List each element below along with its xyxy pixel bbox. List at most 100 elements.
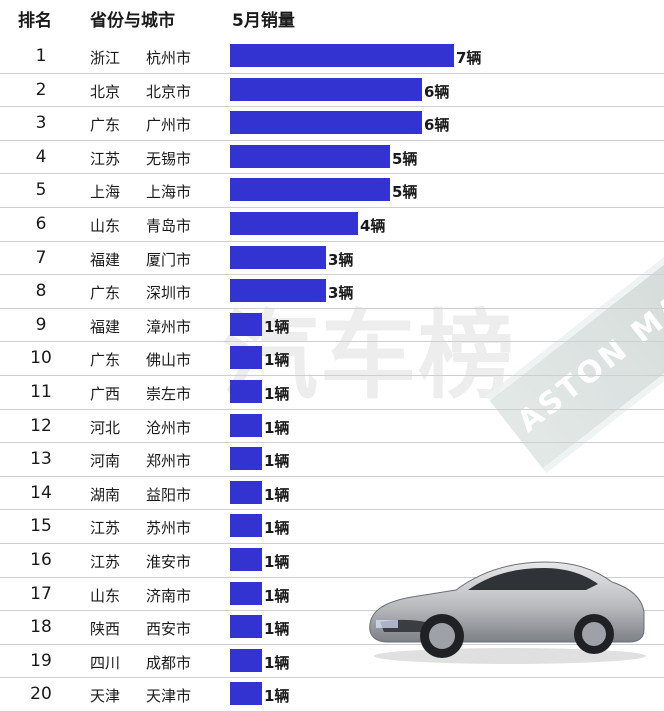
sales-bar: [230, 178, 390, 202]
table-row: 17 山东 济南市 1辆: [0, 578, 664, 612]
province-cell: 广东: [90, 116, 121, 135]
sales-value-label: 4辆: [360, 216, 386, 235]
sales-bar: [230, 514, 262, 538]
table-row: 9 福建 漳州市 1辆: [0, 309, 664, 343]
city-cell: 西安市: [146, 620, 192, 639]
rank-cell: 17: [30, 583, 52, 604]
sales-value-label: 3辆: [328, 284, 354, 303]
province-cell: 广东: [90, 284, 121, 303]
sales-bar: [230, 682, 262, 706]
city-cell: 益阳市: [146, 485, 192, 504]
province-cell: 福建: [90, 250, 121, 269]
sales-bar: [230, 44, 454, 67]
sales-bar: [230, 312, 262, 336]
sales-value-label: 1辆: [264, 620, 290, 639]
province-cell: 河南: [90, 452, 121, 471]
table-row: 19 四川 成都市 1辆: [0, 645, 664, 679]
city-cell: 漳州市: [146, 317, 192, 336]
rank-cell: 6: [35, 213, 47, 234]
table-row: 6 山东 青岛市 4辆: [0, 208, 664, 242]
table-row: 12 河北 沧州市 1辆: [0, 410, 664, 444]
rank-cell: 9: [35, 314, 47, 335]
sales-bar: [230, 480, 262, 504]
table-row: 13 河南 郑州市 1辆: [0, 443, 664, 477]
rank-cell: 7: [35, 247, 47, 268]
rank-cell: 12: [30, 415, 52, 436]
sales-bar: [230, 111, 422, 135]
province-cell: 广西: [90, 384, 121, 403]
sales-bar: [230, 144, 390, 168]
sales-bar: [230, 77, 422, 101]
city-cell: 无锡市: [146, 149, 192, 168]
province-cell: 陕西: [90, 620, 121, 639]
sales-bar: [230, 615, 262, 639]
table-row: 5 上海 上海市 5辆: [0, 174, 664, 208]
sales-value-label: 1辆: [264, 653, 290, 672]
table-row: 14 湖南 益阳市 1辆: [0, 477, 664, 511]
sales-value-label: 1辆: [264, 519, 290, 538]
rank-cell: 10: [30, 348, 52, 369]
province-cell: 广东: [90, 351, 121, 370]
sales-bar: [230, 279, 326, 303]
sales-value-label: 1辆: [264, 485, 290, 504]
table-row: 10 广东 佛山市 1辆: [0, 342, 664, 376]
province-cell: 湖南: [90, 485, 121, 504]
city-cell: 上海市: [146, 183, 192, 202]
city-cell: 淮安市: [146, 552, 192, 571]
province-cell: 江苏: [90, 552, 121, 571]
table-row: 4 江苏 无锡市 5辆: [0, 141, 664, 175]
city-cell: 佛山市: [146, 351, 192, 370]
province-cell: 四川: [90, 653, 121, 672]
table-row: 20 天津 天津市 1辆: [0, 678, 664, 712]
table-row: 3 广东 广州市 6辆: [0, 107, 664, 141]
province-cell: 浙江: [90, 49, 121, 67]
header-sales: 5月销量: [232, 11, 295, 31]
sales-value-label: 1辆: [264, 452, 290, 471]
city-cell: 厦门市: [146, 250, 192, 269]
table-row: 15 江苏 苏州市 1辆: [0, 510, 664, 544]
rank-cell: 4: [35, 146, 47, 167]
city-cell: 郑州市: [146, 452, 192, 471]
sales-value-label: 1辆: [264, 351, 290, 370]
rank-cell: 2: [35, 79, 47, 100]
table-row: 18 陕西 西安市 1辆: [0, 611, 664, 645]
rank-cell: 18: [30, 617, 52, 638]
rank-cell: 20: [30, 684, 52, 705]
sales-bar: [230, 648, 262, 672]
sales-value-label: 3辆: [328, 250, 354, 269]
province-cell: 山东: [90, 216, 121, 235]
sales-value-label: 1辆: [264, 552, 290, 571]
city-cell: 青岛市: [146, 216, 192, 235]
city-cell: 成都市: [146, 653, 192, 672]
sales-value-label: 5辆: [392, 183, 418, 202]
city-cell: 苏州市: [146, 519, 192, 538]
sales-bar: [230, 447, 262, 471]
table-row: 16 江苏 淮安市 1辆: [0, 544, 664, 578]
header-rank: 排名: [18, 11, 52, 31]
table-row: 8 广东 深圳市 3辆: [0, 275, 664, 309]
rank-cell: 16: [30, 549, 52, 570]
table-row: 7 福建 厦门市 3辆: [0, 242, 664, 276]
sales-value-label: 1辆: [264, 418, 290, 437]
city-cell: 崇左市: [146, 384, 192, 403]
table-row: 2 北京 北京市 6辆: [0, 74, 664, 108]
sales-bar: [230, 581, 262, 605]
rank-cell: 13: [30, 449, 52, 470]
ranking-rows: 1 浙江 杭州市 7辆 2 北京 北京市 6辆 3 广东 广州市 6辆 4 江苏 无锡市 5辆 5 上海 上海市 5辆…: [0, 40, 664, 712]
sales-value-label: 1辆: [264, 317, 290, 336]
table-header: 排名 省份与城市 5月销量: [0, 6, 664, 34]
rank-cell: 14: [30, 482, 52, 503]
rank-cell: 1: [35, 46, 47, 66]
sales-value-label: 1辆: [264, 384, 290, 403]
province-cell: 江苏: [90, 149, 121, 168]
province-cell: 上海: [90, 183, 121, 202]
sales-bar: [230, 413, 262, 437]
province-cell: 福建: [90, 317, 121, 336]
header-region: 省份与城市: [90, 11, 175, 31]
sales-value-label: 6辆: [424, 116, 450, 135]
sales-bar: [230, 379, 262, 403]
rank-cell: 8: [35, 281, 47, 302]
city-cell: 广州市: [146, 116, 192, 135]
city-cell: 济南市: [146, 586, 192, 605]
province-cell: 江苏: [90, 519, 121, 538]
